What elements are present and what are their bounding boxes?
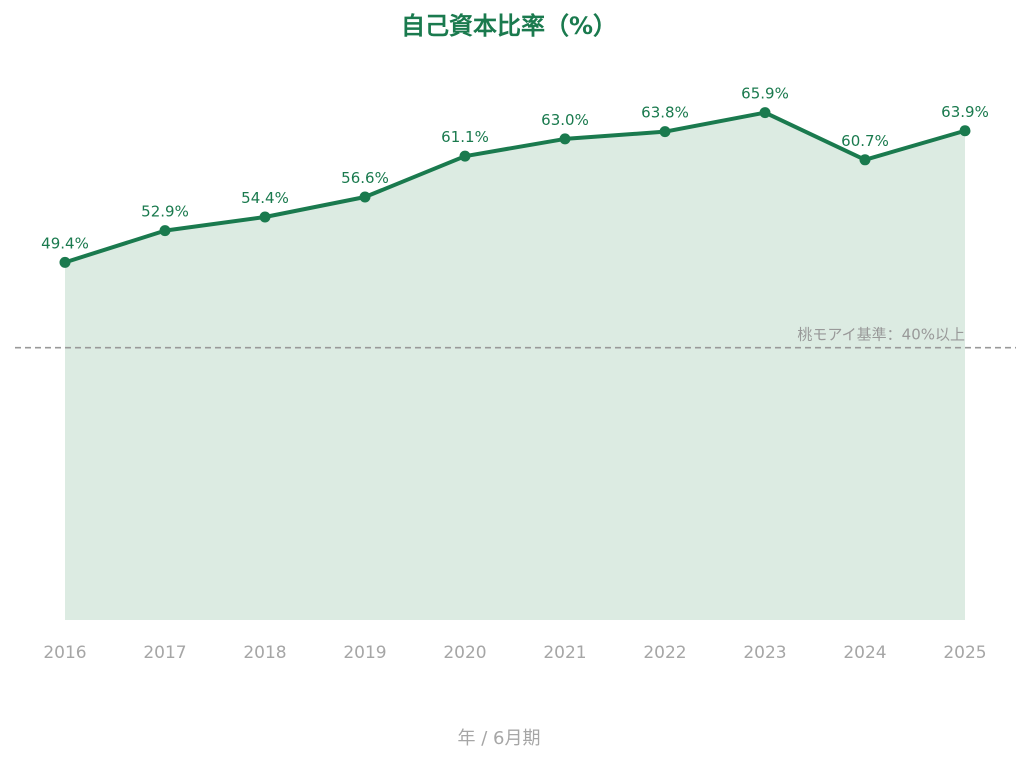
x-tick-labels: 2016 2017 2018 2019 2020 2021 2022 2023 2024 2025	[43, 643, 986, 663]
data-point-2023	[759, 107, 771, 119]
data-label-2023: 65.9%	[741, 85, 789, 103]
data-point-2024	[859, 154, 871, 166]
data-label-2021: 63.0%	[541, 111, 589, 129]
x-tick-2023: 2023	[743, 643, 786, 663]
data-label-2019: 56.6%	[341, 169, 389, 187]
x-tick-2016: 2016	[43, 643, 86, 663]
x-tick-2024: 2024	[843, 643, 886, 663]
area-fill	[65, 112, 965, 620]
data-label-2017: 52.9%	[141, 203, 189, 221]
chart-title: 自己資本比率（%）	[401, 12, 617, 40]
data-point-2017	[159, 225, 171, 237]
data-label-2020: 61.1%	[441, 128, 489, 146]
data-point-2018	[259, 211, 271, 223]
x-tick-2021: 2021	[543, 643, 586, 663]
data-points	[59, 107, 971, 268]
data-label-2025: 63.9%	[941, 103, 989, 121]
series-line	[64, 110, 966, 265]
x-tick-2022: 2022	[643, 643, 686, 663]
x-tick-2025: 2025	[943, 643, 986, 663]
x-tick-2017: 2017	[143, 643, 186, 663]
data-label-2018: 54.4%	[241, 189, 289, 207]
data-label-2016: 49.4%	[41, 234, 89, 252]
data-point-2016	[59, 256, 71, 268]
x-tick-2019: 2019	[343, 643, 386, 663]
data-point-2020	[459, 150, 471, 162]
x-axis-label: 年 / 6月期	[458, 728, 541, 749]
data-point-2019	[359, 191, 371, 203]
data-label-2024: 60.7%	[841, 132, 889, 150]
data-point-2021	[559, 133, 571, 145]
reference-line-label: 桃モアイ基準：40%以上	[797, 326, 965, 344]
data-point-2025	[959, 125, 971, 137]
x-tick-2020: 2020	[443, 643, 486, 663]
data-point-2022	[659, 126, 671, 138]
data-label-2022: 63.8%	[641, 104, 689, 122]
data-labels: 49.4% 52.9% 54.4% 56.6% 61.1% 63.0% 63.8% 65.9%…	[41, 85, 989, 253]
x-tick-2018: 2018	[243, 643, 286, 663]
